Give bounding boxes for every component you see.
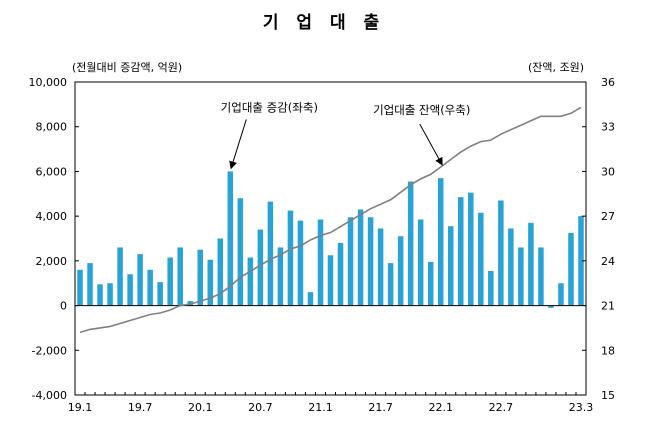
annotation-label: 기업대출 잔액(우축) [373, 103, 470, 117]
bar [297, 220, 304, 306]
balance-line [79, 106, 582, 334]
x-tick-label: 19.1 [68, 401, 93, 414]
bar [568, 232, 574, 306]
bar [437, 178, 444, 306]
bar [257, 229, 264, 306]
x-tick-label: 20.1 [188, 401, 213, 414]
bar [177, 247, 183, 306]
bar [107, 283, 113, 306]
bar [287, 210, 294, 306]
bar [548, 305, 554, 308]
bar [498, 200, 504, 306]
bar [237, 198, 244, 306]
bar [518, 247, 524, 306]
annotation-arrow [419, 123, 443, 166]
left-tick-label: -4,000 [32, 389, 67, 402]
bar [407, 181, 414, 306]
bar [197, 249, 203, 306]
bar [277, 247, 284, 306]
left-tick-label: 10,000 [29, 76, 68, 89]
bar [478, 212, 484, 306]
bar [167, 257, 173, 306]
bar [157, 282, 163, 306]
x-axis: 19.1 19.7 20.1 20.7 21.1 21.7 22.1 22.7 23.3 [68, 392, 593, 414]
bar [307, 292, 314, 306]
right-tick-label: 15 [601, 389, 615, 402]
right-tick-label: 18 [601, 344, 615, 357]
annotation-label: 기업대출 증감(좌축) [221, 100, 318, 114]
x-tick-label: 22.1 [428, 401, 453, 414]
bar [578, 216, 584, 306]
bar [377, 228, 384, 306]
right-axis-unit: (잔액, 조원) [528, 61, 584, 74]
x-tick-label: 19.7 [128, 401, 153, 414]
x-tick-label: 20.7 [248, 401, 273, 414]
bar [447, 226, 454, 306]
bar [538, 247, 544, 306]
bar [117, 247, 123, 306]
annotation-arrow [229, 119, 247, 170]
right-tick-label: 30 [601, 165, 615, 178]
bar [77, 269, 83, 306]
bar [227, 171, 234, 306]
bar [508, 228, 514, 306]
left-tick-label: 8,000 [36, 121, 68, 134]
left-tick-label: 0 [60, 300, 67, 313]
x-tick-label: 23.3 [569, 401, 594, 414]
bar [267, 201, 274, 306]
right-tick-label: 36 [601, 76, 615, 89]
bar [427, 261, 434, 306]
bar [558, 283, 564, 306]
bar [217, 238, 224, 306]
bar [387, 263, 394, 306]
bar [327, 255, 334, 306]
x-tick-label: 22.7 [489, 401, 514, 414]
left-tick-label: 4,000 [36, 210, 68, 223]
right-tick-label: 33 [601, 121, 615, 134]
bar [417, 219, 424, 306]
x-tick-label: 21.7 [368, 401, 393, 414]
bar [247, 257, 254, 306]
bar [367, 217, 374, 306]
right-tick-label: 21 [601, 300, 615, 313]
left-tick-label: -2,000 [32, 344, 67, 357]
bar [337, 242, 344, 306]
chart-title: 기 업 대 출 [263, 13, 385, 33]
bar [488, 270, 494, 306]
left-axis: 10,000 8,000 6,000 4,000 2,000 0 -2,000 -4,000 [29, 76, 79, 402]
annotations: 기업대출 증감(좌축) 기업대출 잔액(우축) [221, 100, 470, 170]
bar [458, 197, 464, 306]
bar-series [77, 171, 584, 308]
bar [97, 284, 103, 306]
bar [347, 217, 354, 306]
bar [468, 192, 474, 306]
bar [147, 269, 153, 306]
right-axis: 36 33 30 27 24 21 18 15 [582, 76, 615, 402]
right-tick-label: 24 [601, 255, 615, 268]
bar [207, 259, 214, 306]
left-axis-unit: (전월대비 증감액, 억원) [72, 61, 182, 74]
bar [528, 222, 534, 306]
x-tick-label: 21.1 [308, 401, 333, 414]
right-tick-label: 27 [601, 210, 615, 223]
bar [127, 274, 133, 306]
bar [397, 236, 404, 306]
plot-frame [74, 81, 587, 396]
bar [87, 263, 93, 306]
bar [137, 254, 143, 306]
left-tick-label: 2,000 [36, 255, 68, 268]
bar [317, 219, 324, 306]
left-tick-label: 6,000 [36, 165, 68, 178]
bar [357, 209, 364, 306]
